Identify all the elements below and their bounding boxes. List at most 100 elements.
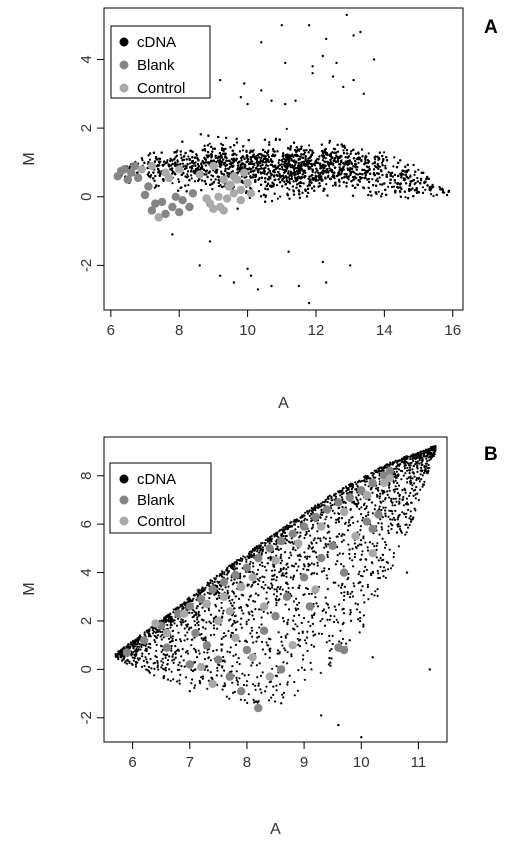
cdna-point: [158, 174, 161, 177]
cdna-point: [404, 165, 407, 168]
cdna-point: [427, 177, 430, 180]
cdna-point: [353, 178, 356, 181]
cdna-point: [264, 194, 267, 197]
cdna-point: [208, 154, 211, 157]
cdna-point: [412, 179, 415, 182]
cdna-point: [212, 181, 215, 184]
cdna-point: [310, 159, 313, 162]
cdna-point: [319, 172, 322, 175]
cdna-point: [250, 168, 253, 171]
cdna-point: [339, 163, 342, 166]
cdna-point: [352, 157, 355, 160]
cdna-point: [404, 196, 407, 199]
cdna-point: [147, 171, 150, 174]
cdna-point: [340, 169, 343, 172]
cdna-point: [262, 160, 265, 164]
cdna-point: [336, 143, 339, 146]
cdna-point: [338, 184, 341, 187]
cdna-point: [242, 155, 245, 158]
cdna-point: [273, 150, 276, 153]
cdna-point: [426, 175, 429, 179]
cdna-point: [301, 191, 304, 194]
cdna-point: [351, 184, 354, 187]
cdna-point: [322, 166, 325, 169]
cdna-point: [358, 172, 362, 175]
cdna-point: [284, 182, 288, 186]
cdna-point: [186, 163, 189, 166]
cdna-point: [152, 177, 155, 180]
cdna-point: [420, 179, 423, 182]
cdna-point: [255, 154, 258, 158]
cdna-point: [389, 172, 393, 175]
cdna-point: [160, 151, 163, 154]
cdna-point: [267, 155, 271, 158]
cdna-point: [180, 156, 183, 159]
cdna-point: [354, 160, 357, 163]
cdna-point: [272, 148, 275, 151]
cdna-point: [419, 182, 422, 185]
cdna-point: [171, 167, 174, 170]
cdna-point: [340, 155, 343, 158]
cdna-point: [417, 191, 420, 194]
cdna-point: [385, 156, 388, 159]
cdna-point: [143, 161, 146, 164]
cdna-point: [140, 157, 143, 160]
cdna-point: [255, 166, 258, 170]
cdna-point: [234, 158, 237, 162]
cdna-point: [224, 167, 227, 170]
cdna-point: [260, 176, 263, 179]
cdna-point: [438, 186, 441, 189]
cdna-point: [332, 159, 335, 162]
cdna-point: [343, 176, 346, 179]
cdna-point: [277, 161, 280, 164]
cdna-point: [351, 167, 354, 170]
cdna-point: [287, 172, 290, 175]
cdna-point: [179, 163, 182, 166]
cdna-point: [298, 148, 301, 151]
cdna-point: [288, 174, 291, 177]
cdna-point: [349, 152, 352, 155]
cdna-point: [393, 173, 397, 176]
cdna-point: [282, 176, 286, 179]
cdna-point: [227, 175, 230, 178]
cdna-point: [190, 174, 193, 177]
cdna-point: [287, 147, 290, 150]
cdna-point: [368, 180, 371, 184]
cdna-point: [263, 170, 266, 174]
cdna-point: [327, 174, 330, 177]
cdna-point: [315, 179, 318, 182]
cdna-point: [269, 159, 273, 162]
cdna-point: [169, 159, 172, 163]
cdna-point: [227, 167, 230, 170]
cdna-point: [332, 175, 335, 179]
cdna-point: [268, 169, 271, 173]
cdna-point: [274, 137, 278, 140]
cdna-point: [378, 176, 381, 179]
cdna-point: [190, 165, 194, 168]
cdna-point: [325, 153, 328, 156]
cdna-point: [415, 187, 418, 191]
cdna-point: [267, 154, 270, 157]
cdna-point: [177, 180, 181, 183]
cdna-point: [152, 151, 155, 154]
cdna-point: [429, 189, 432, 192]
cdna-point: [292, 190, 295, 193]
cdna-point: [266, 188, 269, 191]
cdna-point: [293, 167, 296, 170]
cdna-point: [372, 184, 375, 187]
cdna-point: [167, 163, 170, 166]
cdna-point: [267, 149, 270, 152]
cdna-point: [295, 146, 298, 149]
cdna-point: [389, 174, 392, 177]
cdna-point: [310, 153, 314, 156]
cdna-point: [311, 169, 314, 172]
cdna-point: [306, 184, 309, 188]
cdna-point: [424, 188, 427, 191]
cdna-point: [416, 176, 419, 180]
cdna-point: [220, 160, 223, 163]
cdna-point: [243, 157, 246, 160]
cdna-point: [367, 186, 370, 189]
cdna-point: [211, 147, 214, 150]
cdna-point: [280, 163, 283, 166]
cdna-point: [432, 194, 435, 198]
